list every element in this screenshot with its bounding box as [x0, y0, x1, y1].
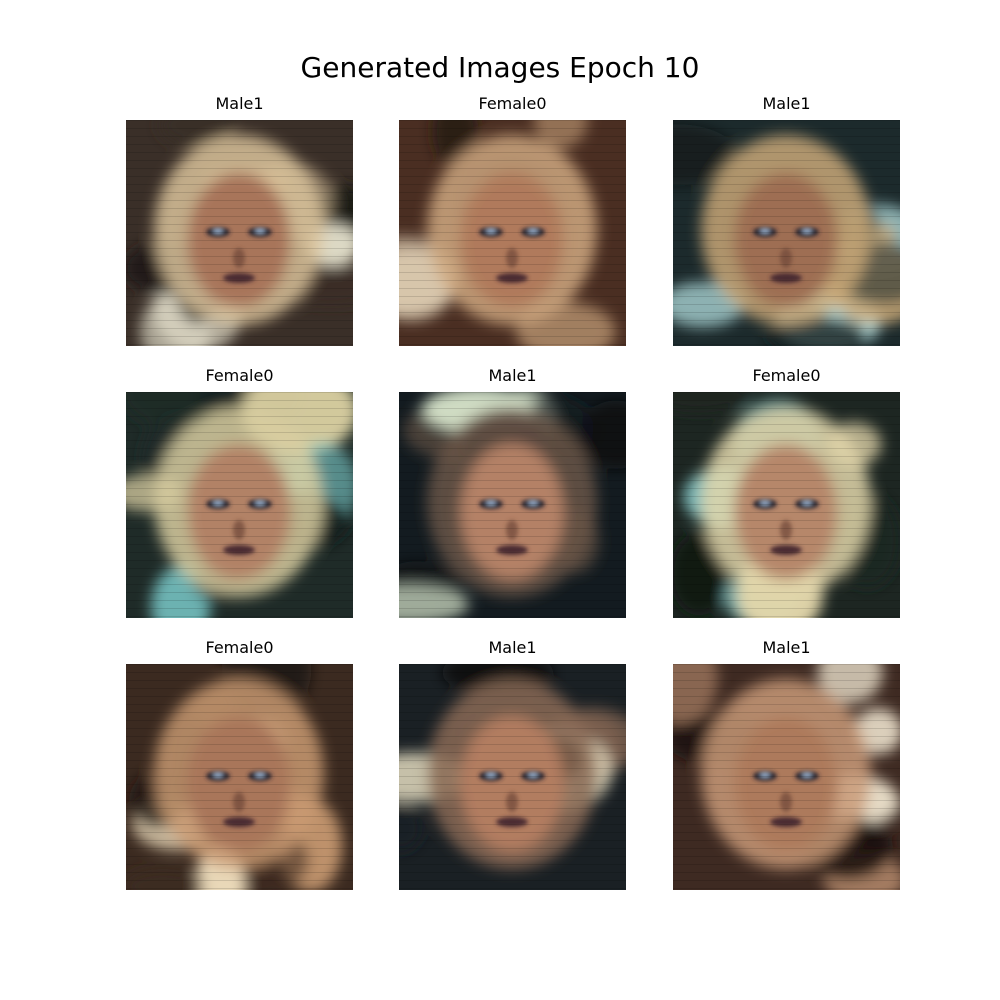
image-label: Male1: [488, 638, 537, 657]
figure-title: Generated Images Epoch 10: [300, 51, 700, 84]
generated-face-image: [399, 664, 626, 890]
image-label: Female0: [752, 366, 821, 385]
image-label: Female0: [478, 94, 547, 113]
image-label: Female0: [205, 366, 274, 385]
generated-face-image: [673, 120, 900, 346]
image-label: Male1: [488, 366, 537, 385]
image-label: Male1: [215, 94, 264, 113]
image-label: Male1: [762, 94, 811, 113]
image-label: Male1: [762, 638, 811, 657]
generated-face-image: [673, 664, 900, 890]
generated-face-image: [673, 392, 900, 618]
generated-face-image: [126, 664, 353, 890]
generated-face-image: [399, 120, 626, 346]
generated-face-image: [126, 392, 353, 618]
generated-face-image: [399, 392, 626, 618]
generated-face-image: [126, 120, 353, 346]
image-label: Female0: [205, 638, 274, 657]
